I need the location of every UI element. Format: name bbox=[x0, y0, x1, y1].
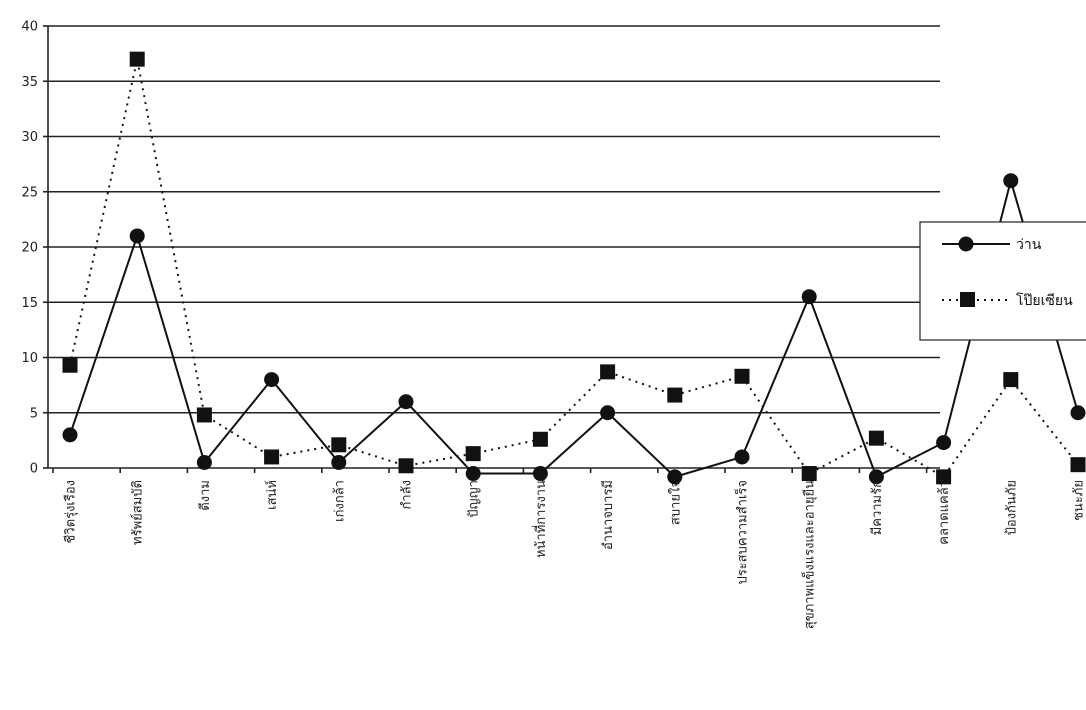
grid-layer bbox=[48, 25, 940, 414]
series-line-2 bbox=[69, 58, 1079, 479]
y-tick-label: 25 bbox=[21, 185, 38, 200]
data-point-square bbox=[801, 466, 817, 482]
data-point-circle bbox=[801, 289, 817, 305]
data-point-square bbox=[532, 431, 548, 447]
data-point-square bbox=[667, 387, 683, 403]
legend-marker-series-2 bbox=[960, 292, 975, 307]
x-tick-label: อำนาจบารมี bbox=[600, 480, 616, 550]
data-point-square bbox=[129, 51, 145, 67]
data-point-circle bbox=[196, 454, 212, 470]
x-tick-label: ประสบความสำเร็จ bbox=[733, 480, 751, 585]
data-point-square bbox=[600, 364, 616, 380]
x-tick-label: ป้องกันภัย bbox=[1004, 480, 1019, 535]
x-tick-label: ชีวิตรุ่งเรือง bbox=[63, 480, 79, 543]
x-tick-label: กำลัง bbox=[400, 480, 415, 510]
marker-layer bbox=[62, 51, 1086, 485]
legend-marker-series-1 bbox=[958, 236, 974, 252]
legend-label-series-2: โป๊ยเซียน bbox=[1016, 292, 1073, 309]
data-point-circle bbox=[532, 466, 548, 482]
data-point-circle bbox=[868, 469, 884, 485]
data-point-square bbox=[398, 458, 414, 474]
x-tick-label: คลาดแคล้ว bbox=[937, 480, 952, 545]
x-tick-label: มีความรัก bbox=[869, 480, 885, 535]
data-point-circle bbox=[936, 435, 952, 451]
y-tick-label: 30 bbox=[21, 130, 38, 145]
data-point-square bbox=[868, 430, 884, 446]
legend-label-series-1: ว่าน bbox=[1016, 237, 1042, 253]
series-layer bbox=[69, 58, 1079, 479]
x-tick-label: ดีงาม bbox=[197, 480, 213, 511]
y-tick-label: 35 bbox=[21, 75, 38, 90]
data-point-circle bbox=[331, 454, 347, 470]
data-point-circle bbox=[264, 372, 280, 388]
x-tick-label: หน้าที่การงาน bbox=[532, 480, 549, 558]
data-point-square bbox=[62, 357, 78, 373]
y-tick-label: 40 bbox=[21, 20, 38, 35]
data-point-square bbox=[936, 469, 952, 485]
data-point-square bbox=[1003, 372, 1019, 388]
x-tick-label: สุขภาพแข็งแรงและอายุยืน bbox=[800, 480, 818, 629]
x-tick-label: สบายใจ bbox=[667, 480, 683, 525]
data-point-square bbox=[264, 449, 280, 465]
x-tick-label: ชนะภัย bbox=[1072, 480, 1086, 521]
y-tick-label: 0 bbox=[30, 462, 38, 477]
series-line-1 bbox=[69, 176, 1079, 479]
legend-box bbox=[919, 221, 1086, 341]
data-point-square bbox=[196, 407, 212, 423]
x-tick-label: เสน่ห์ bbox=[264, 480, 280, 510]
y-tick-label: 20 bbox=[21, 241, 38, 256]
data-point-circle bbox=[1070, 405, 1086, 421]
data-point-circle bbox=[667, 469, 683, 485]
x-tick-label: ทรัพย์สมบัติ bbox=[130, 480, 146, 545]
data-point-circle bbox=[398, 394, 414, 410]
data-point-square bbox=[1070, 457, 1086, 473]
y-tick-label: 10 bbox=[21, 351, 38, 366]
axis-layer: 0 5 10 15 20 25 30 35 40 ชีวิตรุ่งเรือง ทรัพย์สมบั… bbox=[21, 20, 1086, 630]
data-point-circle bbox=[1003, 173, 1019, 189]
data-point-circle bbox=[734, 449, 750, 465]
data-point-square bbox=[465, 446, 481, 462]
data-point-circle bbox=[465, 466, 481, 482]
data-point-square bbox=[331, 437, 347, 453]
y-tick-label: 15 bbox=[21, 296, 38, 311]
data-point-circle bbox=[129, 228, 145, 244]
x-tick-label: เก่งกล้า bbox=[332, 480, 347, 522]
x-tick-label: ปัญญา bbox=[467, 480, 482, 518]
legend: ว่าน โป๊ยเซียน bbox=[919, 221, 1086, 341]
data-point-circle bbox=[62, 427, 78, 443]
y-tick-label: 5 bbox=[30, 406, 38, 421]
data-point-circle bbox=[600, 405, 616, 421]
data-point-square bbox=[734, 368, 750, 384]
